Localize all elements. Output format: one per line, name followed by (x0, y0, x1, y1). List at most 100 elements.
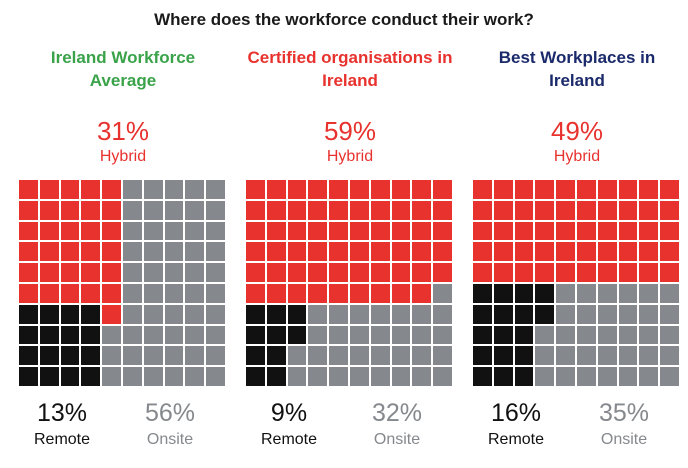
waffle-cell-hybrid (473, 242, 492, 262)
waffle-cell-onsite (164, 242, 184, 262)
waffle-cell-hybrid (660, 180, 679, 199)
waffle-cell-onsite (370, 346, 390, 366)
waffle-cell-hybrid (81, 180, 101, 199)
waffle-cell-onsite (433, 325, 452, 345)
waffle-cell-onsite (576, 283, 596, 303)
panel-ireland-workforce-average: Ireland Workforce Average 31% Hybrid 13%… (17, 46, 229, 466)
waffle-cell-hybrid (39, 221, 59, 241)
waffle-cell-remote (39, 367, 59, 386)
waffle-cell-onsite (660, 283, 679, 303)
hybrid-percentage: 49% (550, 116, 604, 146)
remote-label: Remote (33, 431, 91, 448)
waffle-cell-hybrid (412, 283, 432, 303)
waffle-cell-hybrid (246, 180, 265, 199)
waffle-cell-hybrid (556, 180, 575, 199)
waffle-cell-hybrid (618, 221, 638, 241)
waffle-cell-remote (266, 346, 286, 366)
remote-label: Remote (487, 431, 545, 448)
waffle-cell-remote (60, 367, 80, 386)
waffle-cell-onsite (206, 200, 225, 220)
waffle-cell-onsite (164, 221, 184, 241)
waffle-cell-hybrid (391, 242, 411, 262)
waffle-cell-onsite (164, 180, 184, 199)
waffle-cell-onsite (597, 346, 617, 366)
waffle-cell-hybrid (81, 263, 101, 282)
waffle-cell-hybrid (618, 263, 638, 282)
waffle-cell-onsite (660, 367, 679, 386)
onsite-label: Onsite (373, 431, 421, 448)
waffle-cell-hybrid (514, 180, 534, 199)
waffle-cell-onsite (185, 221, 205, 241)
waffle-cell-hybrid (597, 221, 617, 241)
panel-title: Best Workplaces in Ireland (498, 48, 656, 90)
waffle-cell-onsite (639, 346, 659, 366)
waffle-cell-onsite (185, 200, 205, 220)
waffle-cell-onsite (556, 367, 575, 386)
waffle-cell-onsite (122, 242, 142, 262)
waffle-cell-onsite (122, 180, 142, 199)
waffle-cell-hybrid (19, 180, 38, 199)
waffle-cell-remote (287, 304, 307, 324)
waffle-cell-hybrid (102, 242, 121, 262)
waffle-cell-hybrid (266, 263, 286, 282)
waffle-cell-hybrid (433, 180, 452, 199)
waffle-cell-onsite (122, 263, 142, 282)
waffle-cell-hybrid (102, 304, 121, 324)
waffle-cell-hybrid (597, 263, 617, 282)
waffle-cell-onsite (329, 304, 348, 324)
waffle-cell-hybrid (618, 180, 638, 199)
waffle-cell-onsite (556, 325, 575, 345)
waffle-cell-hybrid (535, 180, 555, 199)
waffle-cell-onsite (122, 200, 142, 220)
onsite-percentage: 32% (371, 399, 423, 427)
waffle-cell-onsite (185, 346, 205, 366)
waffle-cell-hybrid (493, 221, 513, 241)
waffle-cell-onsite (185, 325, 205, 345)
waffle-cell-onsite (206, 346, 225, 366)
waffle-cell-hybrid (639, 200, 659, 220)
waffle-cell-onsite (639, 367, 659, 386)
waffle-cell-hybrid (308, 180, 328, 199)
waffle-cell-hybrid (660, 242, 679, 262)
onsite-label: Onsite (600, 431, 648, 448)
waffle-cell-onsite (349, 304, 369, 324)
waffle-cell-onsite (576, 304, 596, 324)
waffle-cell-remote (473, 367, 492, 386)
waffle-cell-hybrid (391, 283, 411, 303)
waffle-cell-remote (39, 325, 59, 345)
waffle-cell-onsite (349, 325, 369, 345)
waffle-cell-hybrid (308, 263, 328, 282)
waffle-cell-onsite (391, 304, 411, 324)
waffle-cell-onsite (143, 180, 163, 199)
waffle-cell-onsite (639, 325, 659, 345)
waffle-cell-hybrid (556, 263, 575, 282)
waffle-cell-hybrid (412, 242, 432, 262)
waffle-cell-hybrid (246, 200, 265, 220)
waffle-cell-onsite (433, 283, 452, 303)
waffle-cell-hybrid (370, 242, 390, 262)
waffle-cell-hybrid (473, 221, 492, 241)
waffle-cell-hybrid (246, 221, 265, 241)
waffle-cell-hybrid (391, 200, 411, 220)
waffle-cell-hybrid (370, 283, 390, 303)
hybrid-percentage: 31% (96, 116, 150, 146)
waffle-cell-remote (514, 283, 534, 303)
remote-stat: 13% Remote (17, 398, 107, 450)
waffle-cell-onsite (102, 367, 121, 386)
waffle-cell-hybrid (412, 221, 432, 241)
waffle-cell-hybrid (329, 200, 348, 220)
waffle-cell-onsite (618, 325, 638, 345)
waffle-cell-onsite (349, 367, 369, 386)
waffle-cell-onsite (391, 325, 411, 345)
waffle-cell-remote (266, 325, 286, 345)
waffle-cell-hybrid (308, 242, 328, 262)
waffle-cell-hybrid (329, 283, 348, 303)
waffle-cell-onsite (618, 346, 638, 366)
waffle-cell-remote (473, 283, 492, 303)
waffle-cell-onsite (143, 200, 163, 220)
waffle-cell-onsite (597, 304, 617, 324)
waffle-cell-hybrid (349, 180, 369, 199)
waffle-cell-remote (535, 283, 555, 303)
waffle-cell-remote (266, 367, 286, 386)
waffle-cell-hybrid (556, 221, 575, 241)
